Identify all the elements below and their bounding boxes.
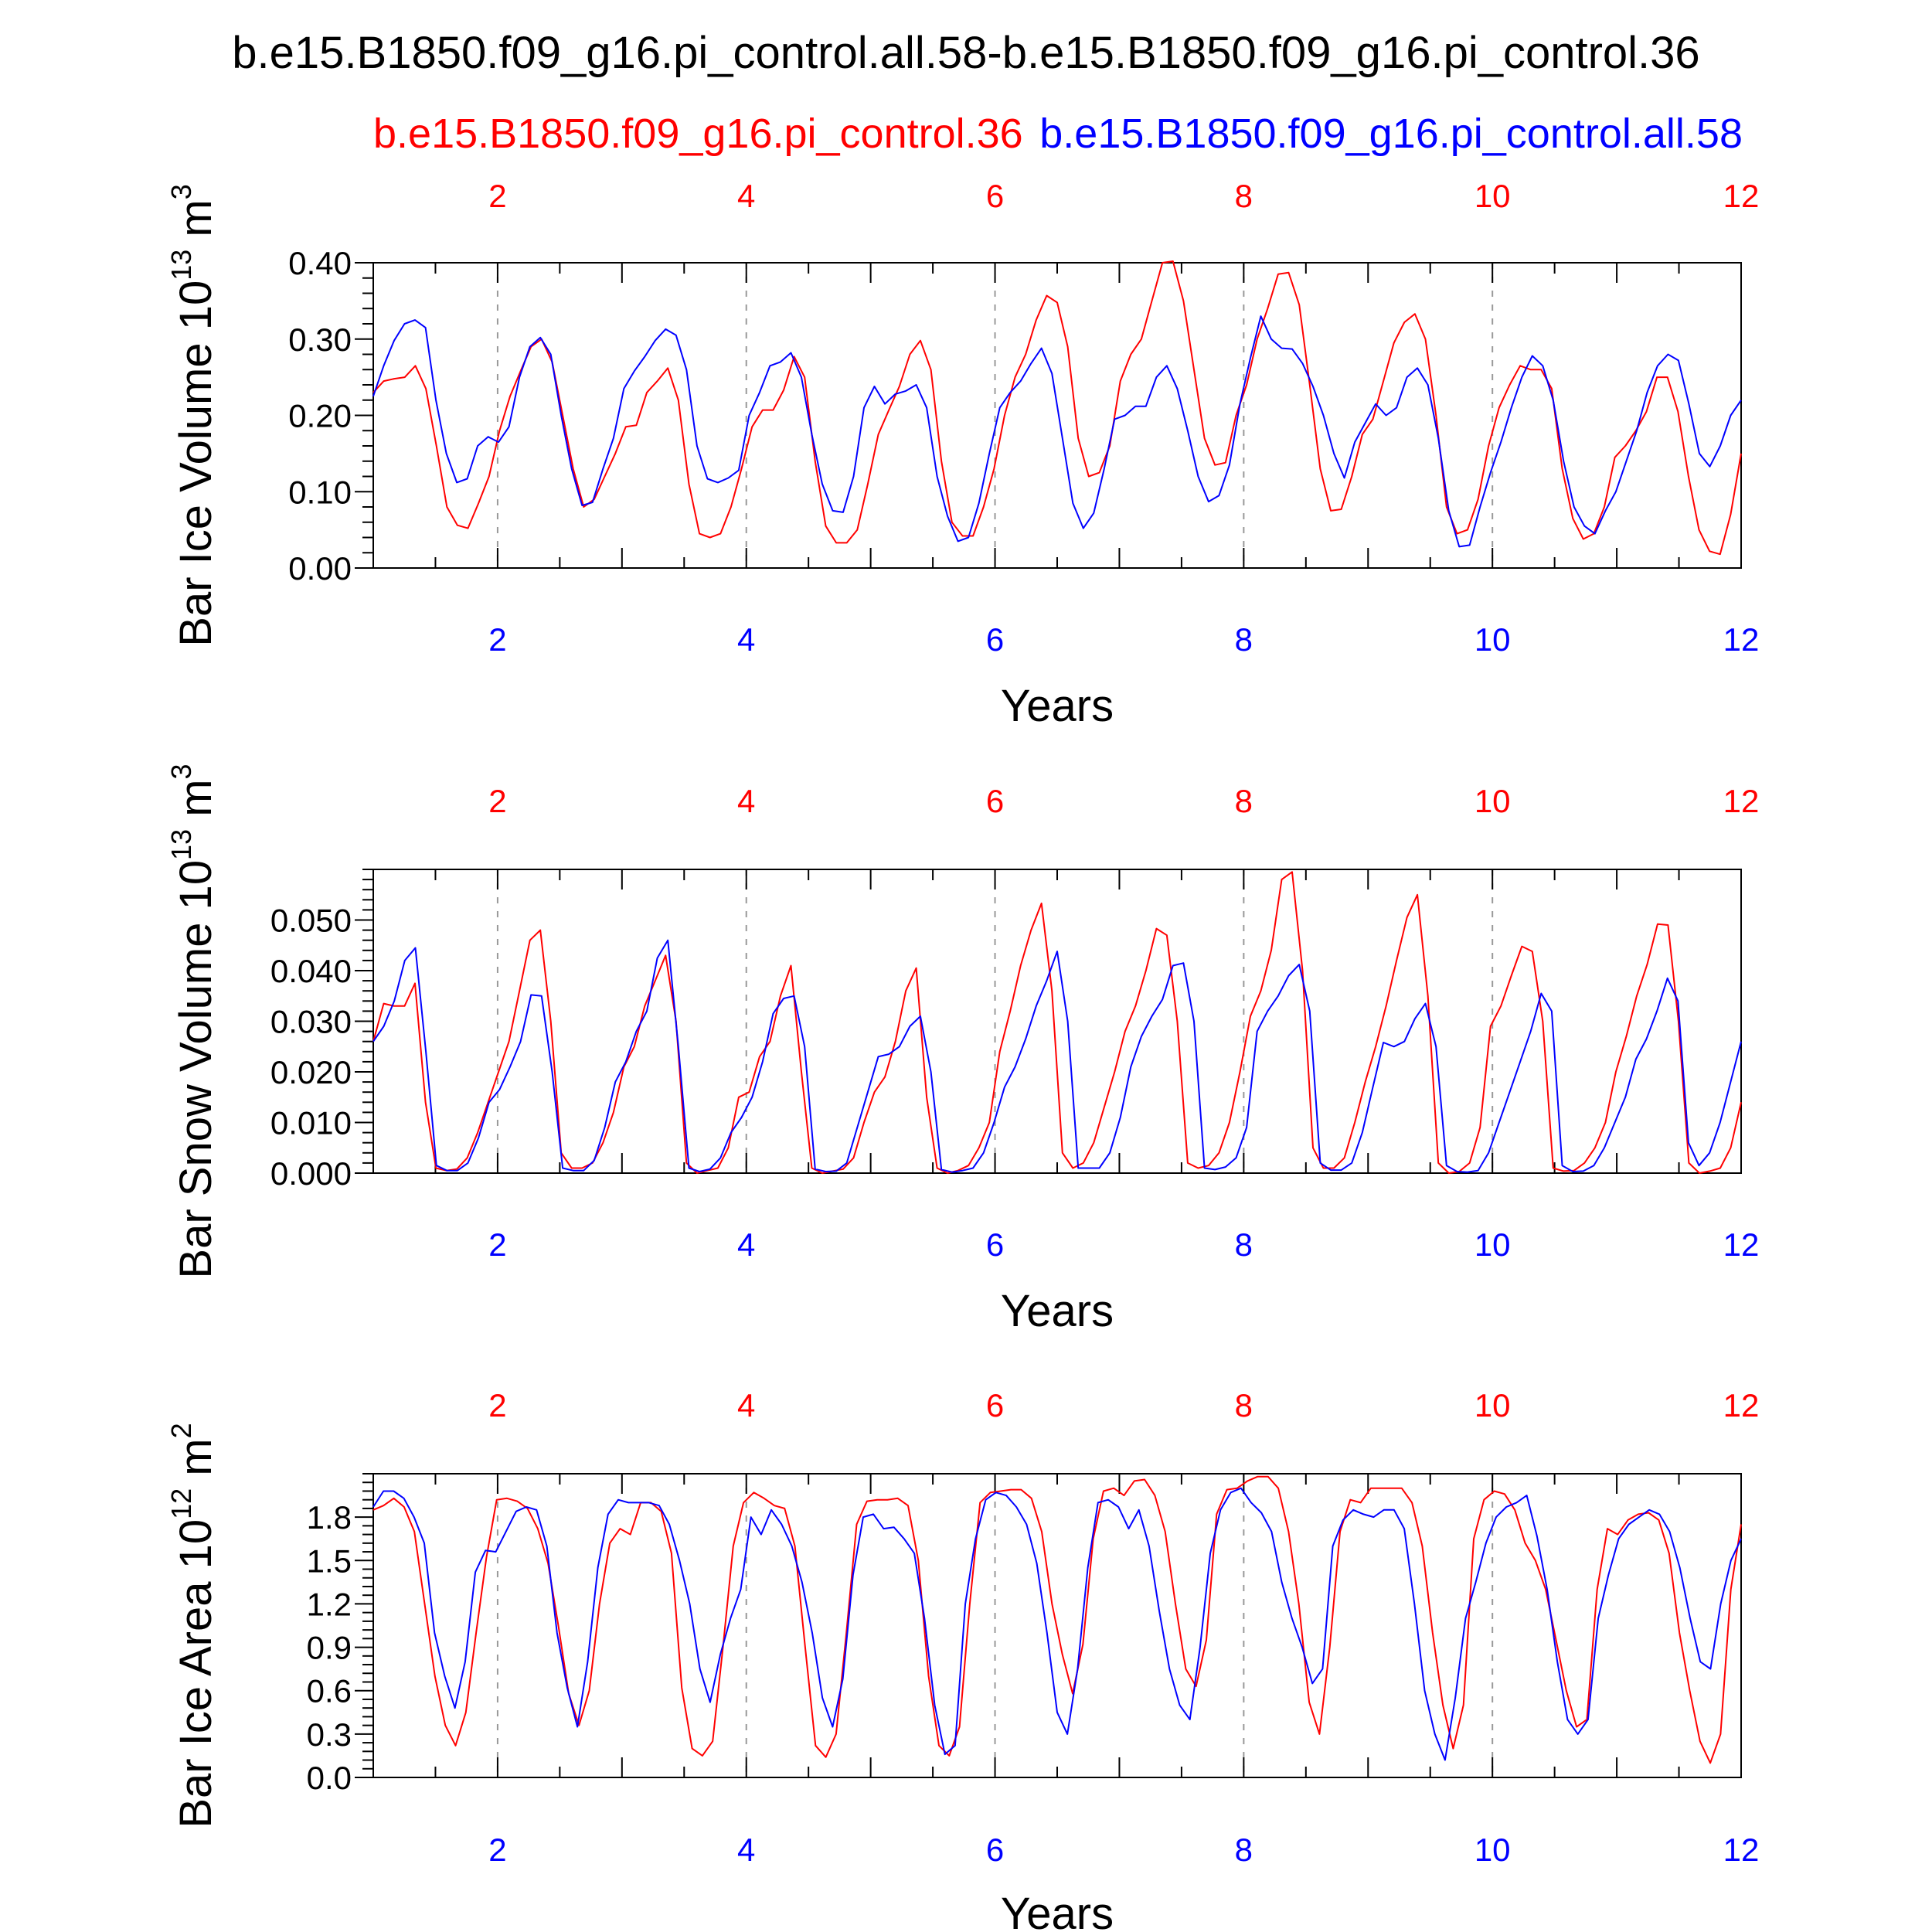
series-line-red bbox=[372, 871, 1742, 1174]
x-tick-label-top: 4 bbox=[737, 178, 755, 214]
legend-red-label: b.e15.B1850.f09_g16.pi_control.36 bbox=[373, 111, 1023, 157]
panel-2: 0.000 0.010 0.020 0.030 0.040 0.050 2 2 4 4 6 6 8 8 10… bbox=[165, 764, 1759, 1336]
x-tick-label-top: 8 bbox=[1235, 178, 1253, 214]
y-tick-label: 1.5 bbox=[307, 1543, 352, 1579]
y-axis-label: Bar Snow Volume 1013 m3 bbox=[165, 764, 221, 1278]
x-axis-label: Years bbox=[1001, 1286, 1114, 1336]
x-tick-label-bottom: 4 bbox=[737, 1832, 755, 1868]
series-line-red bbox=[372, 260, 1742, 556]
y-tick-label: 0.30 bbox=[288, 321, 352, 358]
x-axis-label: Years bbox=[1001, 1889, 1114, 1932]
y-tick-label: 0.6 bbox=[307, 1673, 352, 1709]
y-tick-label: 0.010 bbox=[270, 1105, 352, 1141]
y-tick-label: 0.040 bbox=[270, 953, 352, 989]
x-tick-label-bottom: 12 bbox=[1723, 1832, 1760, 1868]
x-tick-label-top: 6 bbox=[986, 783, 1004, 819]
x-tick-label-bottom: 2 bbox=[488, 1226, 506, 1263]
y-tick-label: 0.020 bbox=[270, 1054, 352, 1090]
x-tick-label-bottom: 8 bbox=[1235, 1832, 1253, 1868]
x-tick-label-bottom: 6 bbox=[986, 1226, 1004, 1263]
plot-frame bbox=[372, 869, 1742, 1174]
x-tick-label-bottom: 8 bbox=[1235, 621, 1253, 658]
x-tick-label-bottom: 6 bbox=[986, 1832, 1004, 1868]
y-tick-label: 0.050 bbox=[270, 903, 352, 939]
y-tick-label: 1.2 bbox=[307, 1586, 352, 1622]
x-tick-label-top: 8 bbox=[1235, 783, 1253, 819]
x-tick-label-top: 2 bbox=[488, 783, 506, 819]
x-tick-label-top: 8 bbox=[1235, 1387, 1253, 1423]
series-line-blue bbox=[372, 939, 1742, 1173]
main-title: b.e15.B1850.f09_g16.pi_control.all.58-b.… bbox=[232, 28, 1699, 78]
y-axis-label: Bar Ice Volume 1013 m3 bbox=[165, 184, 221, 646]
series-line-blue bbox=[372, 1487, 1742, 1761]
x-tick-label-bottom: 10 bbox=[1475, 621, 1511, 658]
x-tick-label-top: 6 bbox=[986, 1387, 1004, 1423]
y-tick-label: 0.9 bbox=[307, 1630, 352, 1666]
x-tick-label-bottom: 10 bbox=[1475, 1226, 1511, 1263]
y-tick-label: 0.0 bbox=[307, 1760, 352, 1796]
x-tick-label-top: 10 bbox=[1475, 1387, 1511, 1423]
x-tick-label-top: 12 bbox=[1723, 178, 1760, 214]
x-tick-label-top: 4 bbox=[737, 1387, 755, 1423]
y-tick-label: 0.030 bbox=[270, 1004, 352, 1040]
x-tick-label-bottom: 8 bbox=[1235, 1226, 1253, 1263]
panel-3: 0.0 0.3 0.6 0.9 1.2 1.5 1.8 2 2 4 4 6 6 8 8 10 10 12 12 Yea… bbox=[165, 1387, 1759, 1932]
x-tick-label-bottom: 6 bbox=[986, 621, 1004, 658]
y-tick-label: 0.00 bbox=[288, 550, 352, 587]
panel-1: 0.00 0.10 0.20 0.30 0.40 2 2 4 4 6 6 8 8 10 10 12 12 Year… bbox=[165, 178, 1759, 731]
x-tick-label-bottom: 4 bbox=[737, 1226, 755, 1263]
x-tick-label-bottom: 12 bbox=[1723, 621, 1760, 658]
y-tick-label: 1.8 bbox=[307, 1499, 352, 1536]
y-axis-label: Bar Ice Area 1012 m2 bbox=[165, 1423, 221, 1828]
y-tick-label: 0.3 bbox=[307, 1716, 352, 1753]
x-tick-label-top: 12 bbox=[1723, 1387, 1760, 1423]
legend-blue-label: b.e15.B1850.f09_g16.pi_control.all.58 bbox=[1039, 111, 1743, 157]
x-tick-label-top: 10 bbox=[1475, 178, 1511, 214]
series-line-red bbox=[372, 1475, 1742, 1764]
x-tick-label-top: 2 bbox=[488, 1387, 506, 1423]
x-tick-label-bottom: 12 bbox=[1723, 1226, 1760, 1263]
x-tick-label-bottom: 2 bbox=[488, 1832, 506, 1868]
y-tick-label: 0.40 bbox=[288, 245, 352, 281]
x-axis-label: Years bbox=[1001, 681, 1114, 731]
series-line-blue bbox=[372, 315, 1742, 548]
plot-frame bbox=[372, 262, 1742, 569]
y-tick-label: 0.000 bbox=[270, 1155, 352, 1192]
x-tick-label-bottom: 2 bbox=[488, 621, 506, 658]
y-tick-label: 0.10 bbox=[288, 474, 352, 510]
x-tick-label-top: 6 bbox=[986, 178, 1004, 214]
x-tick-label-top: 2 bbox=[488, 178, 506, 214]
y-tick-label: 0.20 bbox=[288, 398, 352, 434]
x-tick-label-top: 4 bbox=[737, 783, 755, 819]
x-tick-label-top: 10 bbox=[1475, 783, 1511, 819]
x-tick-label-bottom: 4 bbox=[737, 621, 755, 658]
x-tick-label-top: 12 bbox=[1723, 783, 1760, 819]
x-tick-label-bottom: 10 bbox=[1475, 1832, 1511, 1868]
